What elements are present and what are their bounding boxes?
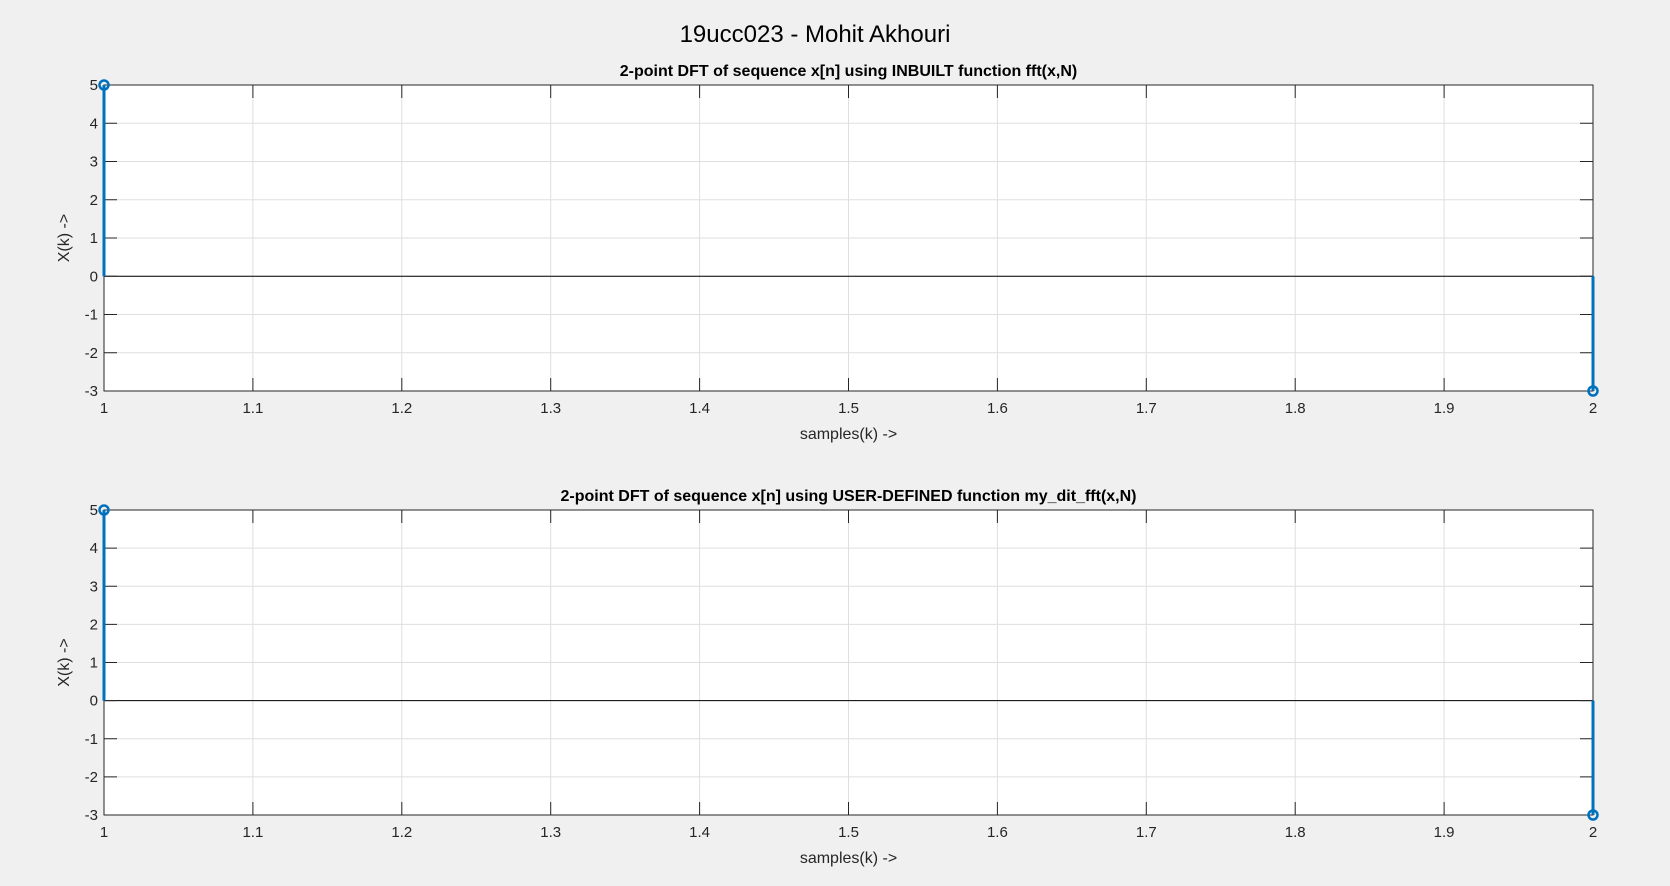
axes-title: 2-point DFT of sequence x[n] using INBUI… xyxy=(620,63,1077,80)
y-axis-label: X(k) -> xyxy=(56,214,73,262)
x-axis-label: samples(k) -> xyxy=(800,850,897,867)
x-tick-label: 1.9 xyxy=(1434,824,1455,841)
stem-marker xyxy=(1587,385,1599,397)
axes-inbuilt-fft[interactable]: 1 1.1 1.2 1.3 1.4 1.5 1.6 1.7 1.8 1.9 2 -3 -2 -1 0 1 2 3 4… xyxy=(56,63,1599,443)
y-tick-label: -2 xyxy=(85,769,98,786)
y-tick-label: 3 xyxy=(90,578,98,595)
x-tick-label: 1.2 xyxy=(391,400,412,417)
x-axis-label: samples(k) -> xyxy=(800,426,897,443)
x-tick-label: 1.3 xyxy=(540,400,561,417)
x-tick-label: 1.1 xyxy=(242,824,263,841)
stem-marker xyxy=(1587,809,1599,821)
x-tick-label: 1.4 xyxy=(689,824,710,841)
y-tick-label: 3 xyxy=(90,154,98,171)
y-tick-label: 0 xyxy=(90,693,98,710)
figure-suptitle: 19ucc023 - Mohit Akhouri xyxy=(680,21,951,48)
axes-user-defined-fft[interactable]: 1 1.1 1.2 1.3 1.4 1.5 1.6 1.7 1.8 1.9 2 -3 -2 -1 0 1 2 3 4… xyxy=(56,488,1599,867)
x-tick-label: 1 xyxy=(100,824,108,841)
stem-marker xyxy=(98,504,110,516)
y-tick-label: 0 xyxy=(90,268,98,285)
x-tick-label: 1.3 xyxy=(540,824,561,841)
x-tick-label: 2 xyxy=(1589,400,1597,417)
axes-title: 2-point DFT of sequence x[n] using USER-… xyxy=(561,488,1137,505)
y-tick-label: 4 xyxy=(90,540,98,557)
x-tick-label: 1.8 xyxy=(1285,400,1306,417)
x-tick-label: 1.5 xyxy=(838,824,859,841)
y-tick-label: 1 xyxy=(90,655,98,672)
x-tick-label: 1.8 xyxy=(1285,824,1306,841)
y-tick-label: -1 xyxy=(85,307,98,324)
y-tick-label: 4 xyxy=(90,115,98,132)
y-tick-label: 5 xyxy=(90,502,98,519)
x-tick-label: 1 xyxy=(100,400,108,417)
x-tick-label: 1.5 xyxy=(838,400,859,417)
stem-marker xyxy=(98,79,110,91)
x-tick-label: 1.1 xyxy=(242,400,263,417)
y-tick-label: 1 xyxy=(90,230,98,247)
y-tick-label: -3 xyxy=(85,383,98,400)
y-tick-label: 2 xyxy=(90,616,98,633)
x-tick-label: 2 xyxy=(1589,824,1597,841)
x-tick-label: 1.4 xyxy=(689,400,710,417)
x-tick-label: 1.7 xyxy=(1136,824,1157,841)
y-tick-label: 2 xyxy=(90,192,98,209)
x-tick-label: 1.9 xyxy=(1434,400,1455,417)
x-tick-label: 1.6 xyxy=(987,824,1008,841)
x-tick-label: 1.7 xyxy=(1136,400,1157,417)
x-tick-label: 1.2 xyxy=(391,824,412,841)
y-tick-label: -1 xyxy=(85,731,98,748)
y-tick-label: -3 xyxy=(85,807,98,824)
y-tick-label: 5 xyxy=(90,77,98,94)
x-tick-label: 1.6 xyxy=(987,400,1008,417)
y-axis-label: X(k) -> xyxy=(56,638,73,686)
y-tick-label: -2 xyxy=(85,345,98,362)
